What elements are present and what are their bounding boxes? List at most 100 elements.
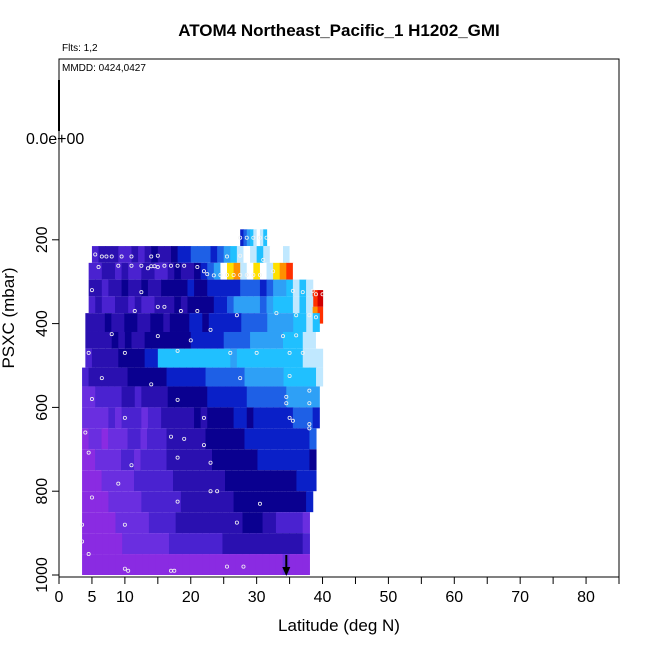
heat-cell	[156, 313, 164, 332]
heat-cell	[249, 554, 257, 575]
heat-cell	[88, 491, 96, 513]
sample-point	[195, 265, 200, 270]
heat-cell	[302, 470, 311, 492]
heat-cell	[142, 554, 150, 575]
heat-cell	[250, 449, 259, 471]
heat-cell	[276, 449, 285, 471]
heat-cell	[306, 296, 314, 314]
heat-cell	[302, 554, 310, 575]
sample-point	[238, 253, 243, 258]
heat-cell	[296, 470, 304, 492]
heat-cell	[227, 407, 235, 429]
heat-cell	[220, 386, 228, 408]
heat-cell	[218, 449, 226, 471]
heat-cell	[147, 386, 156, 408]
heat-cell	[246, 262, 254, 280]
heat-cell	[215, 512, 224, 534]
heat-cell	[167, 491, 175, 513]
heat-cell	[202, 533, 210, 555]
heat-cell	[121, 386, 129, 408]
heat-cell	[295, 512, 304, 534]
heat-cell	[266, 279, 274, 297]
sample-point	[211, 273, 216, 278]
heat-cell	[200, 491, 208, 513]
heat-cell	[309, 449, 317, 471]
heat-cell	[315, 348, 324, 368]
heat-cell	[231, 449, 239, 471]
heat-cell	[292, 491, 301, 513]
heat-cell	[91, 313, 99, 332]
heat-cell	[164, 331, 172, 349]
sample-point	[96, 265, 101, 270]
heat-cell	[283, 348, 291, 368]
heat-cell	[269, 512, 277, 534]
heat-cell	[289, 246, 297, 263]
heat-cell	[108, 367, 116, 387]
heat-cell	[273, 386, 281, 408]
x-tick-label: 30	[248, 589, 266, 606]
heat-cell	[102, 554, 110, 575]
heat-cell	[279, 407, 287, 429]
heat-cell	[148, 554, 157, 575]
heat-cell	[222, 533, 230, 555]
heat-cell	[259, 279, 268, 297]
heat-cell	[95, 262, 103, 280]
heat-cell	[82, 428, 90, 450]
heat-cell	[263, 428, 272, 450]
heat-cell	[143, 313, 151, 332]
heat-cell	[197, 246, 205, 263]
heat-cell	[255, 512, 264, 534]
heat-cell	[186, 449, 194, 471]
heat-cell	[262, 512, 270, 534]
x-axis: 0 5 10 20 30 40 50 60 70 80	[55, 577, 620, 606]
heat-cell	[286, 279, 294, 297]
heat-cell	[257, 449, 265, 471]
sample-point	[257, 235, 262, 240]
heat-cell	[168, 512, 177, 534]
heat-cell	[153, 470, 161, 492]
heat-cell	[140, 449, 148, 471]
heat-cell	[117, 313, 125, 332]
heat-cell	[98, 313, 106, 332]
heat-cell	[134, 262, 142, 280]
heat-cell	[227, 491, 235, 513]
sample-point	[271, 269, 276, 274]
heat-cell	[171, 331, 179, 349]
sample-point	[109, 332, 114, 337]
heat-cell	[115, 512, 123, 534]
heat-cell	[269, 533, 277, 555]
heat-cell	[134, 470, 142, 492]
heat-cell	[101, 491, 110, 513]
heat-cell	[210, 348, 218, 368]
heat-cell	[242, 533, 250, 555]
heat-cell	[251, 367, 259, 387]
heat-cell	[256, 246, 264, 263]
sample-point	[80, 522, 85, 527]
heat-cell	[153, 367, 161, 387]
heat-cell	[190, 348, 198, 368]
heat-cell	[131, 246, 139, 263]
heat-cell	[235, 533, 244, 555]
heat-cell	[277, 367, 285, 387]
heat-cell	[128, 512, 137, 534]
heat-cell	[224, 470, 233, 492]
sample-point	[89, 495, 94, 500]
heat-cell	[240, 407, 248, 429]
heat-cell	[289, 512, 297, 534]
heat-cell	[309, 367, 317, 387]
heat-cell	[147, 449, 155, 471]
heat-cell	[233, 262, 241, 280]
heat-cell	[236, 348, 245, 368]
heat-cell	[141, 262, 149, 280]
heat-cell	[160, 428, 168, 450]
heat-cell	[289, 428, 298, 450]
heat-cell	[95, 512, 103, 534]
heat-cell	[124, 246, 133, 263]
heat-cell	[154, 296, 162, 314]
heat-cell	[82, 407, 90, 429]
heat-cell	[101, 296, 110, 314]
heat-cell	[91, 246, 100, 263]
heat-cell	[108, 262, 116, 280]
heat-cell	[199, 367, 207, 387]
heat-cell	[134, 279, 142, 297]
